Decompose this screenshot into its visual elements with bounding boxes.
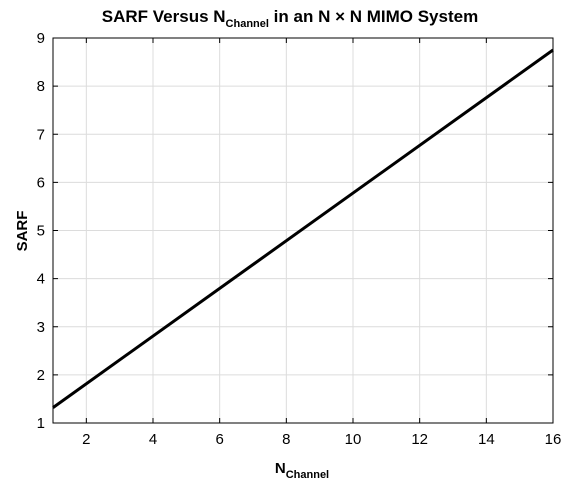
x-tick-label: 8 [282, 431, 290, 448]
x-tick-label: 10 [345, 431, 362, 448]
y-tick-label: 7 [37, 126, 45, 143]
plot-series [52, 48, 554, 409]
y-tick-label: 4 [37, 271, 45, 288]
y-tick-label: 1 [37, 415, 45, 432]
y-axis-label: SARF [14, 211, 31, 252]
y-tick-label: 3 [37, 319, 45, 336]
x-tick-label: 6 [215, 431, 223, 448]
x-tick-label: 4 [149, 431, 157, 448]
y-tick-label: 6 [37, 174, 45, 191]
y-tick-label: 2 [37, 367, 45, 384]
x-axis-label: NChannel [275, 460, 329, 481]
chart-title: SARF Versus NChannel in an N × N MIMO Sy… [102, 7, 478, 30]
x-tick-label: 16 [545, 431, 562, 448]
y-tick-label: 9 [37, 30, 45, 47]
series-line [52, 48, 554, 409]
x-tick-label: 2 [82, 431, 90, 448]
y-tick-label: 8 [37, 78, 45, 95]
x-tick-label: 12 [411, 431, 428, 448]
plot-frame [52, 37, 554, 424]
x-tick-label: 14 [478, 431, 495, 448]
y-tick-label: 5 [37, 223, 45, 240]
